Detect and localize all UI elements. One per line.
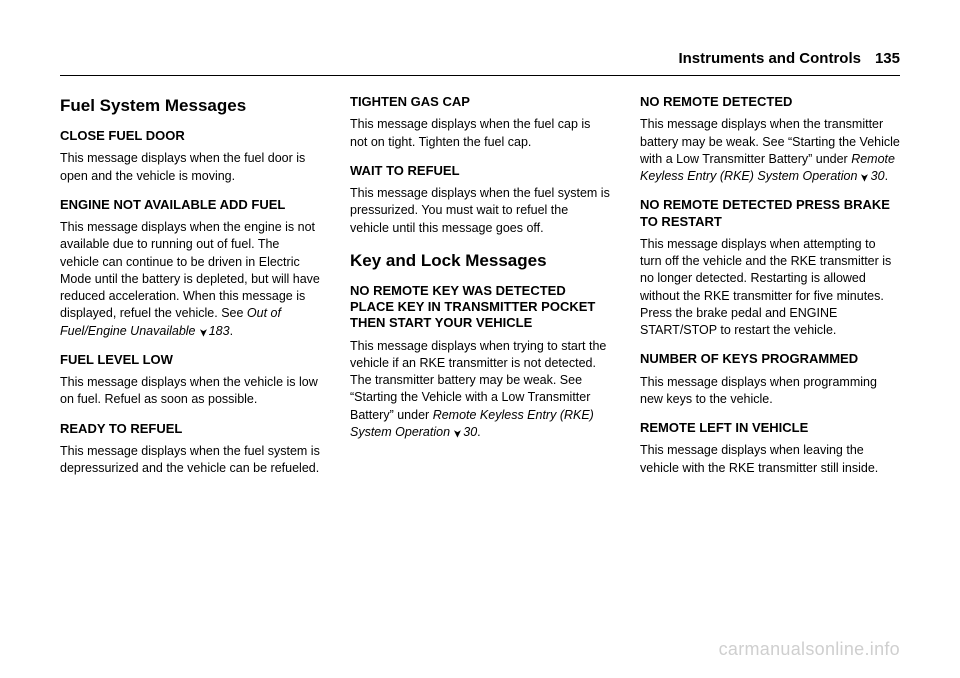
msg-body-tail: .	[885, 169, 888, 183]
msg-body-tail: .	[477, 425, 480, 439]
xref-page: 30	[463, 425, 477, 439]
msg-body-close-fuel-door: This message displays when the fuel door…	[60, 150, 320, 185]
msg-title-no-remote-key: NO REMOTE KEY WAS DETECTED PLACE KEY IN …	[350, 283, 610, 332]
msg-title-fuel-low: FUEL LEVEL LOW	[60, 352, 320, 368]
msg-title-engine-not-available: ENGINE NOT AVAILABLE ADD FUEL	[60, 197, 320, 213]
msg-body-engine-not-available: This message displays when the engine is…	[60, 219, 320, 340]
column-2: TIGHTEN GAS CAP This message displays wh…	[350, 94, 610, 477]
msg-body-wait-refuel: This message displays when the fuel syst…	[350, 185, 610, 237]
msg-body-tail: .	[230, 324, 233, 338]
msg-title-tighten-gas-cap: TIGHTEN GAS CAP	[350, 94, 610, 110]
msg-body-fuel-low: This message displays when the vehicle i…	[60, 374, 320, 409]
msg-title-close-fuel-door: CLOSE FUEL DOOR	[60, 128, 320, 144]
msg-title-keys-programmed: NUMBER OF KEYS PROGRAMMED	[640, 351, 900, 367]
xref-icon: ➤	[449, 429, 464, 438]
msg-title-ready-refuel: READY TO REFUEL	[60, 421, 320, 437]
msg-body-keys-programmed: This message displays when programming n…	[640, 374, 900, 409]
msg-body-tighten-gas-cap: This message displays when the fuel cap …	[350, 116, 610, 151]
header-page-number: 135	[875, 50, 900, 67]
xref-icon: ➤	[856, 173, 871, 182]
msg-title-press-brake-restart: NO REMOTE DETECTED PRESS BRAKE TO RESTAR…	[640, 197, 900, 230]
xref-icon: ➤	[195, 327, 210, 336]
column-3: NO REMOTE DETECTED This message displays…	[640, 94, 900, 477]
msg-title-remote-left: REMOTE LEFT IN VEHICLE	[640, 420, 900, 436]
msg-body-ready-refuel: This message displays when the fuel syst…	[60, 443, 320, 478]
xref-page: 30	[871, 169, 885, 183]
msg-body-remote-left: This message displays when leaving the v…	[640, 442, 900, 477]
content-columns: Fuel System Messages CLOSE FUEL DOOR Thi…	[60, 94, 900, 477]
header-section-title: Instruments and Controls	[678, 50, 861, 67]
column-1: Fuel System Messages CLOSE FUEL DOOR Thi…	[60, 94, 320, 477]
page-header: Instruments and Controls 135	[60, 50, 900, 76]
watermark: carmanualsonline.info	[719, 639, 900, 660]
xref-page: 183	[209, 324, 230, 338]
msg-body-no-remote-detected: This message displays when the transmitt…	[640, 116, 900, 185]
msg-title-no-remote-detected: NO REMOTE DETECTED	[640, 94, 900, 110]
section-heading-fuel: Fuel System Messages	[60, 96, 320, 116]
msg-body-press-brake-restart: This message displays when attempting to…	[640, 236, 900, 340]
msg-body-no-remote-key: This message displays when trying to sta…	[350, 338, 610, 442]
section-heading-key-lock: Key and Lock Messages	[350, 251, 610, 271]
manual-page: Instruments and Controls 135 Fuel System…	[0, 0, 960, 678]
msg-title-wait-refuel: WAIT TO REFUEL	[350, 163, 610, 179]
